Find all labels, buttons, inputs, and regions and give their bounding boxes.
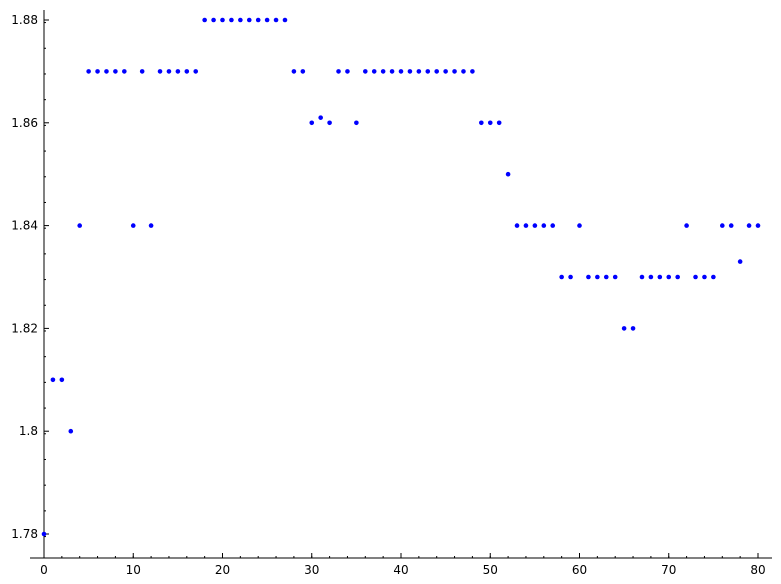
data-point xyxy=(425,69,431,74)
data-point xyxy=(363,69,368,74)
data-point xyxy=(470,69,475,74)
y-tick-label: 1.88 xyxy=(11,13,38,27)
data-point xyxy=(728,223,734,228)
x-tick-label: 30 xyxy=(304,563,319,577)
y-tick-label: 1.82 xyxy=(11,321,38,335)
data-point xyxy=(443,69,448,74)
data-point xyxy=(41,531,47,537)
data-point xyxy=(157,69,163,74)
x-tick-label: 20 xyxy=(215,563,230,577)
x-tick-label: 40 xyxy=(393,563,408,577)
data-point xyxy=(532,223,538,228)
x-tick-label: 80 xyxy=(750,563,765,577)
data-point xyxy=(568,274,573,280)
data-point xyxy=(737,259,743,264)
y-tick-label: 1.78 xyxy=(11,527,38,541)
data-point xyxy=(202,17,207,23)
data-point xyxy=(139,69,145,74)
data-point xyxy=(282,17,288,23)
data-point xyxy=(130,223,136,228)
data-point xyxy=(371,69,377,74)
data-point xyxy=(104,69,109,74)
data-point xyxy=(193,69,199,74)
data-point xyxy=(246,17,252,23)
data-point xyxy=(595,274,600,280)
data-point xyxy=(148,223,154,228)
data-point xyxy=(122,69,127,74)
x-tick-label: 0 xyxy=(40,563,48,577)
x-tick-label: 50 xyxy=(483,563,498,577)
data-point xyxy=(255,17,261,23)
axes: 1.78 1.8 1.82 1.84 1.86 1.88 0 10 20 30 40 50 60 70 80 xyxy=(11,10,772,577)
y-tick-label: 1.86 xyxy=(11,116,38,130)
data-point xyxy=(639,274,645,280)
data-point xyxy=(220,17,225,23)
data-point xyxy=(407,69,413,74)
data-point xyxy=(50,377,56,383)
data-point xyxy=(309,120,315,126)
data-point xyxy=(416,69,422,74)
data-point xyxy=(755,223,761,228)
data-point xyxy=(541,223,547,228)
y-tick-label: 1.84 xyxy=(11,219,38,233)
y-tick-label: 1.8 xyxy=(19,424,38,438)
data-point xyxy=(505,171,511,177)
data-point xyxy=(523,223,529,228)
data-point xyxy=(487,120,493,126)
data-point xyxy=(720,223,725,228)
data-point xyxy=(86,69,91,74)
data-point xyxy=(300,69,306,74)
data-point xyxy=(398,69,404,74)
x-tick-label: 70 xyxy=(661,563,676,577)
data-point xyxy=(675,274,680,280)
data-point xyxy=(621,326,627,331)
data-point xyxy=(238,17,243,23)
data-point xyxy=(684,223,689,228)
data-point xyxy=(577,223,582,228)
data-point xyxy=(559,274,564,280)
data-point xyxy=(273,17,279,23)
data-point xyxy=(479,120,484,126)
data-point xyxy=(166,69,172,74)
data-point xyxy=(496,120,502,126)
data-point xyxy=(461,69,466,74)
x-tick-label: 10 xyxy=(126,563,141,577)
data-point xyxy=(586,274,591,280)
data-point xyxy=(336,69,341,74)
data-point xyxy=(550,223,556,228)
data-point xyxy=(77,223,82,228)
data-point xyxy=(514,223,520,228)
data-point xyxy=(612,274,618,280)
data-point xyxy=(327,120,332,126)
data-point xyxy=(113,69,118,74)
data-point xyxy=(380,69,386,74)
data-point xyxy=(702,274,707,280)
data-points xyxy=(41,17,761,537)
data-point xyxy=(389,69,395,74)
data-point xyxy=(711,274,716,280)
data-point xyxy=(264,17,270,23)
data-point xyxy=(95,69,100,74)
data-point xyxy=(657,274,663,280)
data-point xyxy=(746,223,752,228)
data-point xyxy=(229,17,234,23)
data-point xyxy=(666,274,672,280)
data-point xyxy=(693,274,698,280)
data-point xyxy=(211,17,216,23)
data-point xyxy=(68,428,74,434)
data-point xyxy=(452,69,457,74)
data-point xyxy=(354,120,359,126)
x-tick-label: 60 xyxy=(572,563,587,577)
data-point xyxy=(318,115,323,120)
data-point xyxy=(630,326,636,331)
data-point xyxy=(603,274,609,280)
data-point xyxy=(184,69,190,74)
data-point xyxy=(345,69,350,74)
data-point xyxy=(59,377,65,383)
data-point xyxy=(648,274,654,280)
data-point xyxy=(291,69,297,74)
data-point xyxy=(175,69,181,74)
data-point xyxy=(434,69,440,74)
